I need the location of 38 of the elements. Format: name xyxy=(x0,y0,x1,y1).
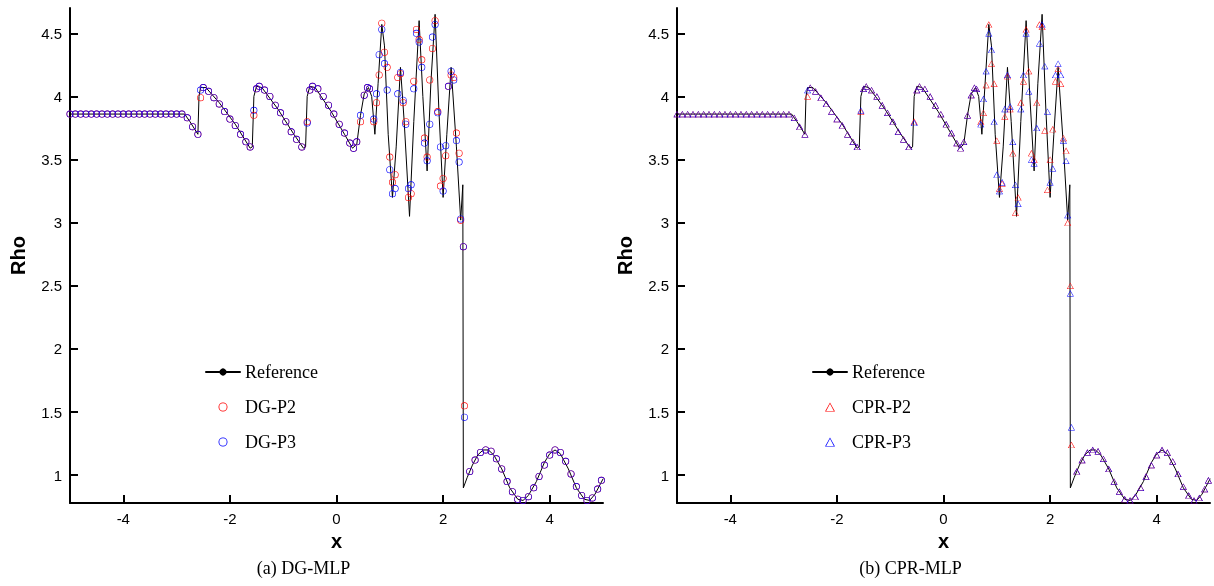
x-tick-label: 4 xyxy=(545,510,554,527)
y-tick-label: 3.5 xyxy=(41,151,62,169)
y-tick-label: 4.5 xyxy=(41,24,62,42)
legend-label: Reference xyxy=(852,362,925,382)
y-tick-label: 1 xyxy=(660,466,669,484)
y-tick-label: 3 xyxy=(660,214,669,232)
y-tick-label: 2 xyxy=(53,340,62,358)
x-axis-title: x xyxy=(330,530,343,552)
y-tick-label: 1.5 xyxy=(41,403,62,421)
x-tick-label: 0 xyxy=(332,510,341,527)
legend-label: DG-P3 xyxy=(245,432,297,452)
x-tick-label: -2 xyxy=(223,510,237,527)
legend-label: CPR-P3 xyxy=(852,432,912,452)
legend-label: DG-P2 xyxy=(245,397,297,417)
y-tick-label: 4.5 xyxy=(648,24,669,42)
y-tick-label: 3.5 xyxy=(648,151,669,169)
y-tick-label: 2 xyxy=(660,340,669,358)
y-tick-label: 4 xyxy=(660,87,669,105)
y-tick-label: 2.5 xyxy=(41,277,62,295)
x-tick-label: 4 xyxy=(1152,510,1161,527)
x-tick-label: 2 xyxy=(1045,510,1055,527)
y-tick-label: 4 xyxy=(53,87,62,105)
y-tick-label: 3 xyxy=(53,214,62,232)
text: (b) CPR-MLP xyxy=(859,558,962,579)
x-tick-label: -4 xyxy=(723,510,737,527)
y-tick-label: 1 xyxy=(53,466,62,484)
y-axis-title: Rho xyxy=(614,236,636,275)
x-tick-label: 0 xyxy=(939,510,948,527)
legend-label: Reference xyxy=(245,362,318,382)
x-tick-label: -4 xyxy=(116,510,130,527)
legend-label: CPR-P2 xyxy=(852,397,912,417)
x-tick-label: -2 xyxy=(830,510,844,527)
y-tick-label: 2.5 xyxy=(648,277,669,295)
x-axis-title: x xyxy=(937,530,950,552)
y-axis-title: Rho xyxy=(7,236,29,275)
x-tick-label: 2 xyxy=(438,510,448,527)
text: (a) DG-MLP xyxy=(256,558,351,579)
y-tick-label: 1.5 xyxy=(648,403,669,421)
